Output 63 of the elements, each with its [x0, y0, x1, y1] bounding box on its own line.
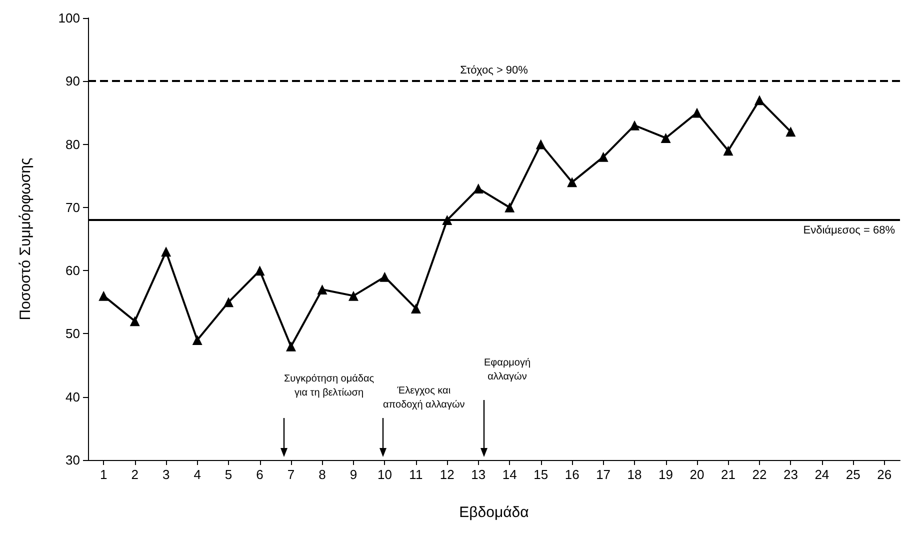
y-tick-label: 100	[58, 10, 80, 26]
point	[161, 246, 172, 257]
x-tick-label: 14	[502, 467, 517, 482]
point	[410, 303, 421, 314]
x-tick-label: 26	[877, 467, 892, 482]
point	[473, 183, 484, 194]
x-tick-label: 6	[256, 467, 264, 482]
x-tick-label: 15	[534, 467, 548, 482]
x-tick-label: 23	[783, 467, 798, 482]
x-tick-label: 18	[627, 467, 642, 482]
point	[317, 284, 328, 295]
x-tick-label: 19	[658, 467, 674, 482]
point	[754, 95, 764, 106]
point	[286, 341, 296, 352]
point	[692, 108, 702, 118]
x-tick-label: 12	[440, 467, 454, 482]
x-tick-label: 13	[471, 467, 486, 482]
x-tick-label: 7	[287, 467, 295, 482]
point	[254, 266, 265, 276]
x-tick-label: 5	[224, 467, 232, 482]
x-tick-label: 25	[846, 467, 860, 482]
x-tick-label: 17	[596, 467, 611, 482]
x-tick-label: 22	[752, 467, 767, 482]
point	[598, 152, 608, 162]
x-tick-label: 4	[194, 467, 201, 482]
x-tick-label: 24	[814, 467, 830, 482]
y-axis-title: Ποσοστό Συμμόρφωσης	[17, 158, 34, 320]
x-tick-label: 8	[318, 467, 326, 482]
y-tick-label: 40	[66, 389, 80, 404]
x-tick-label: 3	[162, 467, 170, 482]
y-tick-label: 80	[66, 136, 80, 152]
annotation: Έλεγχος και αποδοχή αλλαγών	[382, 386, 465, 410]
x-tick-label: 16	[564, 467, 580, 482]
x-tick-label: 11	[409, 467, 423, 482]
annotation: Εφαρμογή αλλαγών	[484, 358, 531, 382]
y-tick-label: 90	[66, 74, 80, 89]
point	[348, 290, 358, 301]
ref-line-label: Ενδιάμεσος = 68%	[803, 224, 896, 237]
point	[786, 126, 796, 137]
point	[380, 272, 390, 282]
x-tick-label: 2	[131, 467, 138, 482]
y-tick-label: 60	[66, 263, 80, 278]
ref-line-label: Στόχος > 90%	[460, 64, 528, 77]
point	[130, 316, 140, 326]
x-tick-label: 21	[720, 467, 736, 482]
x-tick-label: 20	[690, 467, 704, 482]
y-tick-label: 30	[66, 452, 80, 468]
y-tick-label: 50	[66, 326, 80, 342]
x-axis-title: Εβδομάδα	[459, 504, 530, 521]
point	[224, 297, 234, 308]
point	[192, 335, 202, 346]
x-tick-label: 1	[100, 467, 108, 482]
point	[567, 177, 578, 188]
x-tick-label: 9	[350, 467, 358, 482]
y-tick-label: 70	[66, 200, 80, 215]
annotation: Συγκρότηση ομάδας για τη βελτίωση	[284, 374, 374, 398]
point	[536, 139, 546, 150]
point	[660, 132, 671, 143]
point	[504, 202, 515, 212]
point	[630, 120, 640, 130]
point	[98, 290, 109, 301]
point	[723, 146, 734, 156]
x-tick-label: 10	[377, 467, 392, 482]
